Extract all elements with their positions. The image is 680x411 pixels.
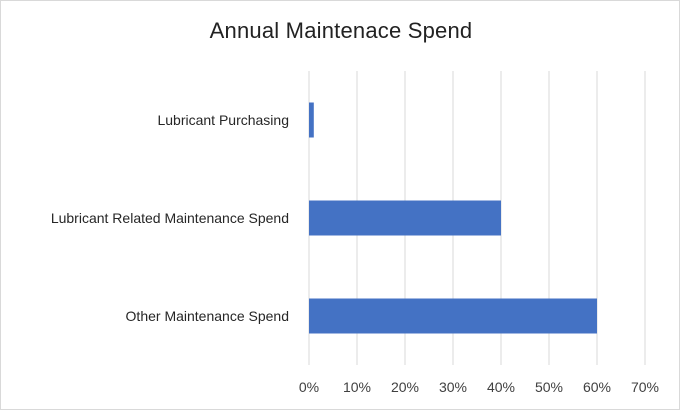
category-labels: Lubricant Purchasing Lubricant Related Ma…: [51, 112, 289, 324]
category-label: Other Maintenance Spend: [126, 308, 289, 324]
chart-title: Annual Maintenace Spend: [209, 18, 473, 43]
bar: [309, 102, 314, 138]
x-tick-label: 10%: [343, 379, 371, 395]
x-tick-label: 60%: [583, 379, 611, 395]
bar: [309, 200, 501, 236]
x-tick-label: 50%: [535, 379, 563, 395]
category-label: Lubricant Related Maintenance Spend: [51, 210, 289, 226]
x-tick-label: 40%: [487, 379, 515, 395]
x-tick-labels: 0% 10% 20% 30% 40% 50% 60% 70%: [299, 379, 659, 395]
x-tick-label: 30%: [439, 379, 467, 395]
category-label: Lubricant Purchasing: [157, 112, 289, 128]
bar: [309, 298, 597, 334]
x-tick-label: 70%: [631, 379, 659, 395]
x-tick-label: 0%: [299, 379, 319, 395]
x-tick-label: 20%: [391, 379, 419, 395]
bars: [309, 102, 597, 334]
